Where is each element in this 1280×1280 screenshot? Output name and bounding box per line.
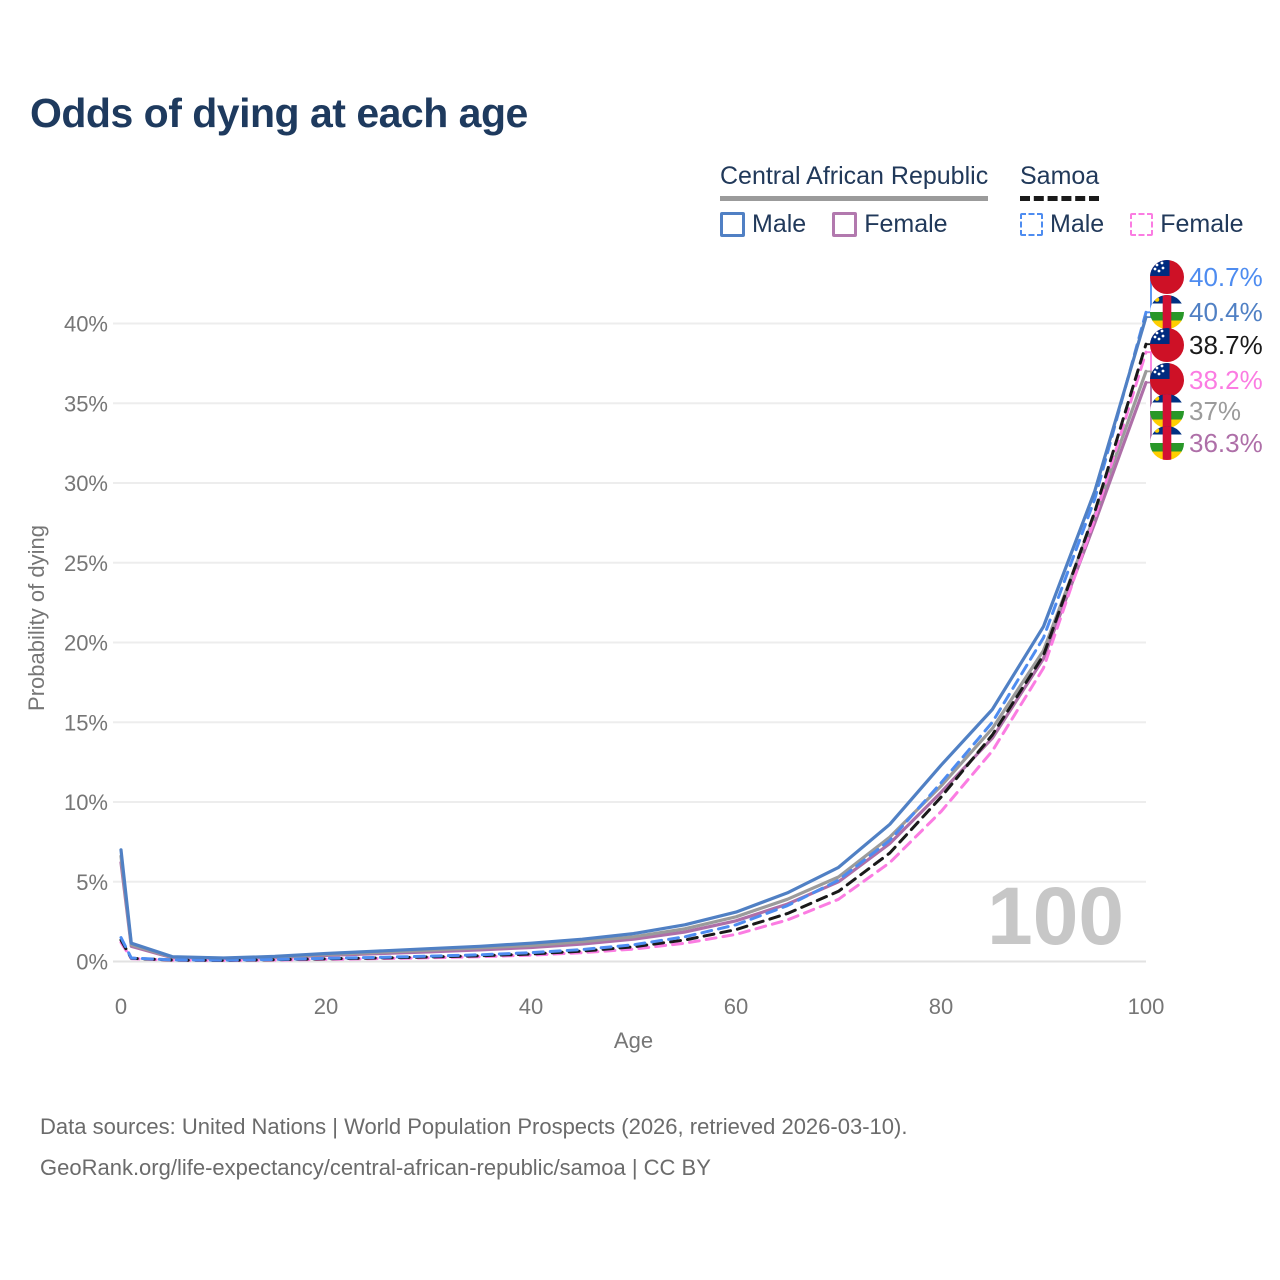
x-tick-label-60: 60 <box>724 994 748 1019</box>
legend-items-samoa: Male Female <box>1020 210 1244 239</box>
y-tick-label-40: 40% <box>64 312 108 337</box>
footer-data-sources: Data sources: United Nations | World Pop… <box>40 1114 908 1139</box>
footer-attribution: GeoRank.org/life-expectancy/central-afri… <box>40 1155 711 1180</box>
x-tick-label-0: 0 <box>115 994 127 1019</box>
y-tick-label-30: 30% <box>64 471 108 496</box>
flag-samoa-icon <box>1150 328 1184 362</box>
legend-item-car-female[interactable]: Female <box>832 210 948 239</box>
car-female-swatch-icon <box>832 212 858 237</box>
flag-central-african-republic-icon <box>1150 295 1184 329</box>
x-axis-title: Age <box>614 1028 653 1053</box>
series-layer <box>119 310 1148 962</box>
legend-label-samoa-female: Female <box>1160 210 1244 238</box>
gridlines <box>113 322 1146 963</box>
flag-central-african-republic-icon <box>1150 426 1184 460</box>
y-tick-label-5: 5% <box>76 870 108 895</box>
samoa-male-swatch-icon <box>1020 213 1043 236</box>
flag-samoa-icon <box>1150 260 1184 294</box>
y-tick-label-25: 25% <box>64 551 108 576</box>
series-line-samoa-total <box>119 342 1148 962</box>
end-label-central-african-republic-total: 37% <box>1189 396 1241 426</box>
y-tick-label-20: 20% <box>64 631 108 656</box>
flag-central-african-republic-icon <box>1150 394 1184 428</box>
watermark-age: 100 <box>987 871 1124 962</box>
end-label-central-african-republic-male: 40.4% <box>1189 297 1263 327</box>
legend-label-car-male: Male <box>752 210 807 238</box>
y-axis-title: Probability of dying <box>24 525 49 711</box>
flag-samoa-icon <box>1150 363 1184 397</box>
y-tick-label-0: 0% <box>76 950 108 975</box>
series-line-central-african-republic-male <box>119 315 1148 960</box>
car-male-swatch-icon <box>720 212 745 237</box>
legend-item-samoa-female[interactable]: Female <box>1130 210 1244 239</box>
page-title: Odds of dying at each age <box>30 90 528 136</box>
samoa-female-swatch-icon <box>1130 213 1154 236</box>
axis-layer: 0% 5% 10% 15% 20% 25% 30% 35% 40% 0 20 40 60 80 100 Age… <box>24 312 1164 1054</box>
end-label-samoa-female: 38.2% <box>1189 365 1263 395</box>
series-line-samoa-female <box>119 350 1148 962</box>
x-tick-label-100: 100 <box>1128 994 1165 1019</box>
flag-layer <box>1150 260 1184 460</box>
end-label-samoa-male: 40.7% <box>1189 262 1263 292</box>
legend-label-car-female: Female <box>864 210 948 238</box>
legend-item-samoa-male[interactable]: Male <box>1020 210 1104 239</box>
end-label-layer: 40.7% 40.4%38.7% 38.2%37%36.3% <box>1189 262 1263 458</box>
footer: Data sources: United Nations | World Pop… <box>40 1106 907 1188</box>
legend-group-samoa: Samoa Male Female <box>1020 162 1244 239</box>
y-tick-label-15: 15% <box>64 710 108 735</box>
legend-item-car-male[interactable]: Male <box>720 210 806 239</box>
x-tick-label-80: 80 <box>929 994 953 1019</box>
legend-group-central-african-republic: Central African Republic Male Female <box>720 162 989 239</box>
y-tick-label-10: 10% <box>64 790 108 815</box>
legend-country-central-african-republic[interactable]: Central African Republic <box>720 162 989 201</box>
y-tick-label-35: 35% <box>64 391 108 416</box>
legend-items-car: Male Female <box>720 210 988 239</box>
watermark-layer: 100 <box>987 871 1124 962</box>
end-label-samoa-total: 38.7% <box>1189 330 1263 360</box>
series-line-samoa-male <box>119 310 1148 962</box>
legend-label-samoa-male: Male <box>1050 210 1105 238</box>
x-tick-label-20: 20 <box>314 994 338 1019</box>
end-label-central-african-republic-female: 36.3% <box>1189 428 1263 458</box>
legend-country-samoa[interactable]: Samoa <box>1020 162 1100 201</box>
x-tick-label-40: 40 <box>519 994 543 1019</box>
